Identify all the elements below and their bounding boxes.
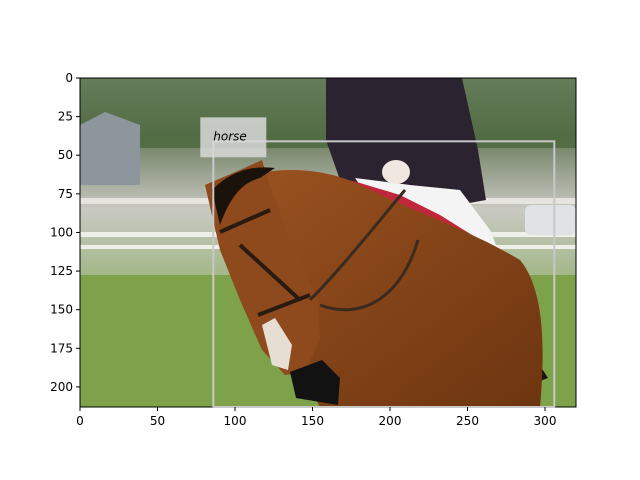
- rider-jacket: [326, 78, 486, 210]
- y-tick-label: 75: [58, 187, 73, 201]
- x-tick-label: 150: [301, 414, 324, 428]
- x-axis: 0 50 100 150 200 250 300: [76, 407, 556, 428]
- photo: [80, 78, 576, 407]
- building: [80, 112, 140, 185]
- y-axis: 0 25 50 75 100 125 150 175 200: [50, 71, 80, 394]
- y-tick-label: 25: [58, 110, 73, 124]
- y-tick-label: 200: [50, 380, 73, 394]
- x-tick-label: 100: [224, 414, 247, 428]
- car: [525, 205, 576, 235]
- detections: horse: [200, 117, 556, 408]
- reins: [308, 189, 420, 312]
- y-tick-label: 125: [50, 264, 73, 278]
- x-tick-label: 250: [456, 414, 479, 428]
- horse-muzzle: [262, 318, 292, 370]
- x-tick-label: 0: [76, 414, 84, 428]
- rider-boot-left: [290, 360, 340, 405]
- y-tick-label: 100: [50, 225, 73, 239]
- horse-mane: [212, 167, 275, 225]
- x-tick-label: 300: [534, 414, 557, 428]
- detection-label-bg: [200, 117, 267, 158]
- y-tick-label: 50: [58, 148, 73, 162]
- bridle: [219, 208, 311, 317]
- x-tick-label: 50: [150, 414, 165, 428]
- rider-hand: [382, 160, 410, 184]
- x-tick-label: 200: [379, 414, 402, 428]
- y-tick-label: 175: [50, 341, 73, 355]
- y-tick-label: 0: [65, 71, 73, 85]
- detection-box: [212, 140, 556, 408]
- y-tick-label: 150: [50, 303, 73, 317]
- detection-label: horse: [213, 129, 247, 143]
